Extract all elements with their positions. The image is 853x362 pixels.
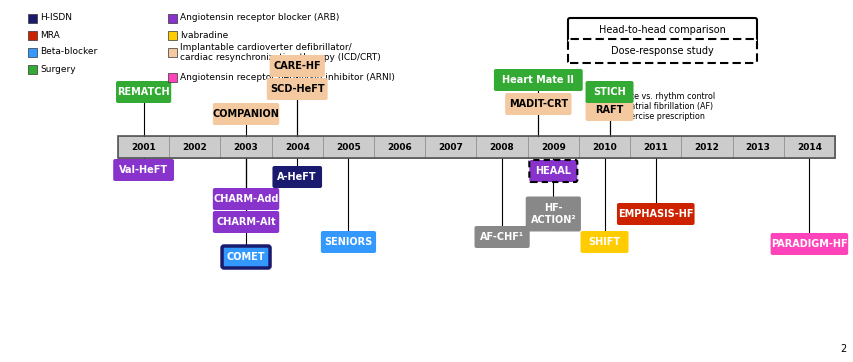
Text: Surgery: Surgery [40, 64, 76, 73]
Text: 2014: 2014 [796, 143, 821, 152]
Text: 2006: 2006 [387, 143, 411, 152]
Text: CHARM-Alt: CHARM-Alt [216, 217, 276, 227]
Text: SCD-HeFT: SCD-HeFT [270, 84, 324, 94]
Text: 2001: 2001 [131, 143, 156, 152]
Text: AF-CHF¹: AF-CHF¹ [479, 232, 524, 242]
Text: Implantable cardioverter defibrillator/: Implantable cardioverter defibrillator/ [180, 43, 351, 52]
Text: SENIORS: SENIORS [324, 237, 372, 247]
FancyBboxPatch shape [222, 246, 270, 268]
FancyBboxPatch shape [732, 136, 783, 158]
Text: 2009: 2009 [540, 143, 565, 152]
FancyBboxPatch shape [168, 30, 177, 39]
FancyBboxPatch shape [118, 136, 169, 158]
FancyBboxPatch shape [578, 136, 630, 158]
FancyBboxPatch shape [28, 64, 37, 73]
Text: Beta-blocker: Beta-blocker [40, 47, 97, 56]
Text: in atrial fibrillation (AF): in atrial fibrillation (AF) [607, 102, 712, 111]
Text: 2010: 2010 [591, 143, 616, 152]
FancyBboxPatch shape [168, 13, 177, 22]
Text: A-HeFT: A-HeFT [277, 172, 316, 182]
FancyBboxPatch shape [474, 226, 529, 248]
FancyBboxPatch shape [28, 13, 37, 22]
Text: Angiotensin receptor blocker (ARB): Angiotensin receptor blocker (ARB) [180, 13, 339, 22]
Text: Dose-response study: Dose-response study [611, 46, 713, 56]
FancyBboxPatch shape [272, 166, 322, 188]
Text: CHARM-Add: CHARM-Add [213, 194, 278, 204]
FancyBboxPatch shape [212, 211, 279, 233]
Text: COMET: COMET [227, 252, 265, 262]
Text: 2012: 2012 [693, 143, 718, 152]
Text: 2011: 2011 [642, 143, 667, 152]
FancyBboxPatch shape [168, 72, 177, 81]
FancyBboxPatch shape [580, 231, 628, 253]
FancyBboxPatch shape [28, 30, 37, 39]
Text: COMPANION: COMPANION [212, 109, 279, 119]
FancyBboxPatch shape [585, 99, 633, 121]
Text: Val-HeFT: Val-HeFT [119, 165, 168, 175]
FancyBboxPatch shape [321, 231, 375, 253]
Text: 2005: 2005 [336, 143, 361, 152]
FancyBboxPatch shape [681, 136, 732, 158]
Text: 2004: 2004 [285, 143, 310, 152]
Text: HF-
ACTION²: HF- ACTION² [530, 203, 576, 225]
Text: Ivabradine: Ivabradine [180, 30, 228, 39]
FancyBboxPatch shape [616, 203, 693, 225]
Text: 2: 2 [839, 344, 845, 354]
FancyBboxPatch shape [212, 103, 279, 125]
Text: HEAAL: HEAAL [535, 166, 571, 176]
Text: MRA: MRA [40, 30, 60, 39]
FancyBboxPatch shape [266, 78, 328, 100]
FancyBboxPatch shape [374, 136, 425, 158]
FancyBboxPatch shape [476, 136, 527, 158]
FancyBboxPatch shape [630, 136, 681, 158]
FancyBboxPatch shape [28, 47, 37, 56]
Text: cardiac resynchronization therapy (ICD/CRT): cardiac resynchronization therapy (ICD/C… [180, 54, 380, 63]
Text: RAFT: RAFT [595, 105, 623, 115]
Text: 2003: 2003 [234, 143, 258, 152]
FancyBboxPatch shape [220, 136, 271, 158]
FancyBboxPatch shape [769, 233, 847, 255]
FancyBboxPatch shape [113, 159, 174, 181]
Text: MADIT-CRT: MADIT-CRT [508, 99, 567, 109]
FancyBboxPatch shape [504, 93, 571, 115]
FancyBboxPatch shape [527, 136, 578, 158]
Text: 2002: 2002 [183, 143, 207, 152]
Text: CARE-HF: CARE-HF [273, 61, 321, 71]
FancyBboxPatch shape [783, 136, 834, 158]
Text: Head-to-head comparison: Head-to-head comparison [598, 25, 725, 35]
FancyBboxPatch shape [168, 47, 177, 56]
FancyBboxPatch shape [322, 136, 374, 158]
Text: H-ISDN: H-ISDN [40, 13, 72, 22]
Text: 1.  Rate vs. rhythm control: 1. Rate vs. rhythm control [607, 92, 714, 101]
Text: Heart Mate II: Heart Mate II [502, 75, 573, 85]
Text: STICH: STICH [593, 87, 625, 97]
FancyBboxPatch shape [212, 188, 279, 210]
Text: 2.  Exercise prescription: 2. Exercise prescription [607, 112, 704, 121]
Text: Angiotensin receptor neprilysin inhibitor (ARNI): Angiotensin receptor neprilysin inhibito… [180, 72, 394, 81]
Text: 2007: 2007 [438, 143, 463, 152]
FancyBboxPatch shape [585, 81, 633, 103]
Text: 2008: 2008 [489, 143, 514, 152]
Text: 2013: 2013 [745, 143, 769, 152]
FancyBboxPatch shape [525, 197, 580, 232]
FancyBboxPatch shape [529, 160, 577, 182]
Text: PARADIGM-HF: PARADIGM-HF [770, 239, 847, 249]
FancyBboxPatch shape [425, 136, 476, 158]
Text: EMPHASIS-HF: EMPHASIS-HF [618, 209, 693, 219]
Text: REMATCH: REMATCH [117, 87, 170, 97]
FancyBboxPatch shape [169, 136, 220, 158]
FancyBboxPatch shape [116, 81, 171, 103]
FancyBboxPatch shape [493, 69, 582, 91]
FancyBboxPatch shape [270, 55, 324, 77]
Text: SHIFT: SHIFT [588, 237, 620, 247]
FancyBboxPatch shape [567, 18, 756, 42]
FancyBboxPatch shape [271, 136, 322, 158]
FancyBboxPatch shape [567, 39, 756, 63]
